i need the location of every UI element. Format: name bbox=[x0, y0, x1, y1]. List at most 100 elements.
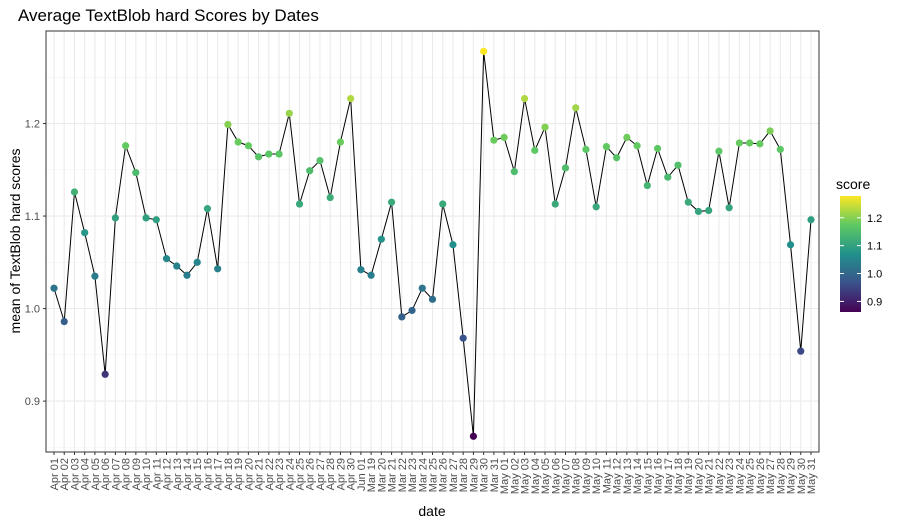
data-point-67 bbox=[735, 139, 743, 147]
x-tick-label-24: Apr 25 bbox=[295, 458, 307, 490]
x-tick-label-65: May 22 bbox=[714, 458, 726, 494]
x-tick-label-37: Mar 25 bbox=[428, 458, 440, 492]
x-tick-label-68: May 25 bbox=[745, 458, 757, 494]
data-point-50 bbox=[561, 164, 570, 172]
legend-tick-label-1: 1.0 bbox=[867, 269, 882, 281]
x-tick-label-15: Apr 16 bbox=[202, 458, 214, 490]
data-point-41 bbox=[469, 432, 478, 440]
data-point-39 bbox=[449, 241, 457, 249]
x-tick-label-10: Apr 11 bbox=[151, 458, 163, 490]
x-tick-label-28: Apr 29 bbox=[335, 458, 347, 490]
x-tick-label-4: Apr 05 bbox=[90, 458, 102, 490]
x-tick-label-47: May 04 bbox=[530, 458, 542, 494]
x-tick-label-48: May 05 bbox=[540, 458, 552, 494]
x-tick-label-66: May 23 bbox=[724, 458, 736, 494]
x-tick-label-33: Mar 21 bbox=[387, 458, 399, 492]
x-tick-label-16: Apr 17 bbox=[213, 458, 225, 490]
x-tick-label-9: Apr 10 bbox=[141, 458, 153, 490]
x-tick-label-42: Mar 30 bbox=[479, 458, 491, 492]
x-tick-label-31: Mar 19 bbox=[366, 458, 378, 492]
data-point-2 bbox=[70, 188, 79, 196]
data-point-60 bbox=[664, 173, 672, 181]
y-tick-label-0: 0.9 bbox=[25, 396, 40, 408]
x-tick-label-39: Mar 27 bbox=[448, 458, 460, 492]
data-point-14 bbox=[193, 258, 201, 266]
x-tick-label-54: May 11 bbox=[601, 458, 613, 493]
data-point-34 bbox=[398, 313, 406, 321]
x-tick-label-13: Apr 14 bbox=[182, 458, 194, 490]
data-point-21 bbox=[265, 150, 273, 158]
legend-tick-label-3: 1.2 bbox=[867, 213, 882, 225]
x-tick-label-44: May 01 bbox=[499, 458, 511, 494]
data-point-66 bbox=[725, 204, 733, 212]
data-point-73 bbox=[797, 347, 805, 355]
x-tick-label-14: Apr 15 bbox=[192, 458, 204, 490]
data-point-64 bbox=[705, 206, 713, 215]
x-tick-label-56: May 13 bbox=[622, 458, 634, 494]
data-point-57 bbox=[633, 142, 641, 150]
x-tick-label-55: May 12 bbox=[612, 458, 624, 494]
x-tick-label-11: Apr 12 bbox=[162, 458, 174, 490]
data-point-45 bbox=[510, 168, 518, 176]
data-point-12 bbox=[173, 262, 181, 270]
y-tick-label-1: 1.0 bbox=[25, 304, 40, 316]
x-tick-label-12: Apr 13 bbox=[172, 458, 184, 490]
legend-tick-label-0: 0.9 bbox=[867, 296, 882, 308]
y-axis: 0.9 1.0 1.1 1.2 bbox=[25, 119, 46, 408]
data-point-68 bbox=[746, 139, 754, 147]
x-tick-label-74: May 31 bbox=[806, 458, 818, 494]
x-tick-label-63: May 20 bbox=[693, 458, 705, 494]
data-point-15 bbox=[203, 205, 212, 213]
x-tick-label-61: May 18 bbox=[673, 458, 685, 494]
legend-ticks: 0.9 1.0 1.1 1.2 bbox=[840, 213, 882, 308]
x-tick-label-64: May 21 bbox=[704, 458, 716, 494]
y-tick-label-3: 1.2 bbox=[25, 119, 40, 131]
data-point-13 bbox=[183, 271, 191, 279]
x-tick-label-25: Apr 26 bbox=[305, 458, 317, 490]
x-tick-label-23: Apr 24 bbox=[284, 458, 296, 490]
data-point-56 bbox=[623, 133, 631, 142]
x-tick-label-52: May 09 bbox=[581, 458, 593, 494]
data-point-24 bbox=[295, 200, 304, 208]
plot-panel bbox=[45, 30, 820, 453]
data-point-61 bbox=[674, 161, 682, 169]
data-point-42 bbox=[480, 47, 488, 55]
data-point-7 bbox=[122, 142, 130, 150]
x-tick-label-67: May 24 bbox=[734, 458, 746, 494]
x-tick-label-51: May 08 bbox=[571, 458, 583, 494]
data-point-0 bbox=[50, 284, 58, 292]
data-point-36 bbox=[418, 284, 426, 292]
data-point-11 bbox=[162, 255, 171, 263]
data-point-72 bbox=[786, 241, 795, 249]
data-point-53 bbox=[592, 203, 600, 211]
x-tick-label-22: Apr 23 bbox=[274, 458, 286, 490]
x-tick-label-0: Apr 01 bbox=[49, 458, 61, 490]
data-point-6 bbox=[111, 214, 119, 222]
x-tick-label-46: May 03 bbox=[520, 458, 532, 494]
x-tick-label-5: Apr 06 bbox=[100, 458, 112, 490]
x-tick-label-53: May 10 bbox=[591, 458, 603, 494]
x-tick-label-3: Apr 04 bbox=[80, 458, 92, 490]
x-tick-label-19: Apr 20 bbox=[243, 458, 255, 490]
data-point-29 bbox=[347, 94, 355, 103]
x-tick-label-50: May 07 bbox=[560, 458, 572, 494]
data-point-35 bbox=[408, 306, 416, 315]
y-axis-title: mean of TextBlob hard scores bbox=[7, 149, 23, 334]
x-tick-label-34: Mar 22 bbox=[397, 458, 409, 492]
data-point-47 bbox=[531, 146, 539, 154]
data-point-62 bbox=[684, 198, 692, 206]
data-point-8 bbox=[132, 168, 140, 177]
data-point-5 bbox=[101, 370, 109, 378]
data-point-19 bbox=[244, 142, 252, 150]
data-point-55 bbox=[613, 154, 621, 162]
data-point-16 bbox=[214, 265, 222, 273]
data-point-69 bbox=[756, 140, 764, 148]
data-point-59 bbox=[653, 144, 662, 153]
x-tick-label-36: Mar 24 bbox=[417, 458, 429, 492]
x-tick-label-73: May 30 bbox=[796, 458, 808, 494]
x-tick-label-49: May 06 bbox=[550, 458, 562, 494]
x-tick-label-32: Mar 20 bbox=[376, 458, 388, 492]
x-tick-label-35: Mar 23 bbox=[407, 458, 419, 492]
data-point-70 bbox=[766, 127, 774, 135]
